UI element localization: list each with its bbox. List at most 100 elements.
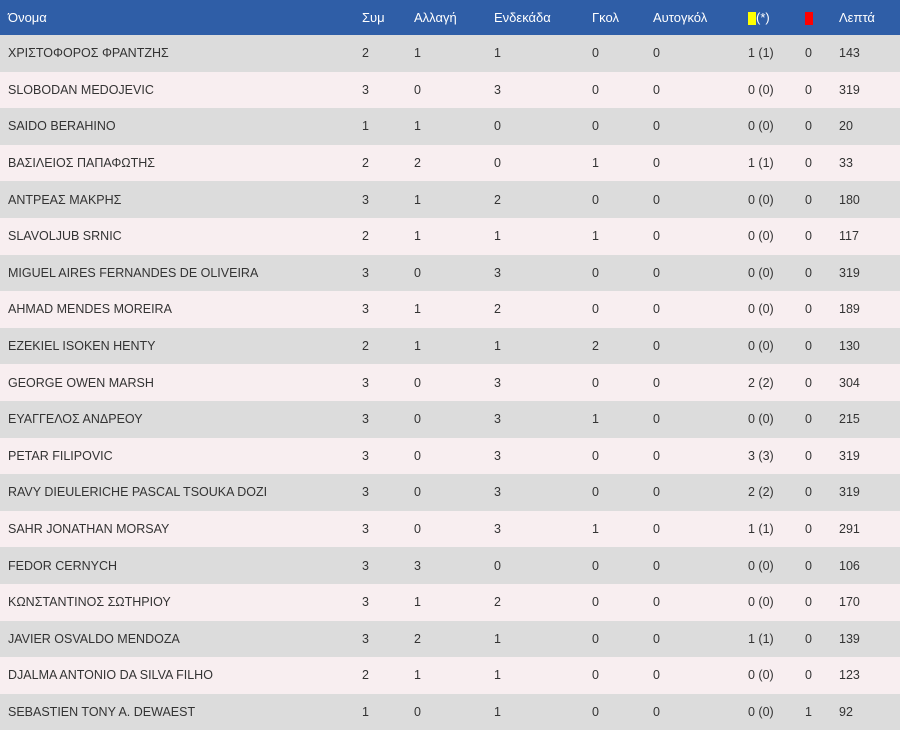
own-goals-cell: 0 [653, 412, 660, 427]
apps-cell: 3 [362, 412, 369, 427]
table-row: RAVY DIEULERICHE PASCAL TSOUKA DOZI 3 0 3 0 0… [0, 474, 900, 511]
minutes-cell: 130 [839, 339, 860, 354]
table-row: SLAVOLJUB SRNIC 2 1 1 1 0 0 (0) 0 117 [0, 217, 900, 255]
red-cards-cell: 0 [805, 156, 812, 171]
goals-cell: 1 [592, 522, 599, 537]
apps-cell: 3 [362, 375, 369, 390]
goals-cell: 0 [592, 558, 599, 573]
starts-cell: 3 [494, 265, 501, 280]
red-cards-cell: 0 [805, 595, 812, 610]
minutes-cell: 33 [839, 156, 853, 171]
starts-cell: 3 [494, 82, 501, 97]
apps-cell: 3 [362, 485, 369, 500]
player-name: ΑΝΤΡΕΑΣ ΜΑΚΡΗΣ [8, 192, 122, 207]
player-name: GEORGE OWEN MARSH [8, 375, 154, 390]
yellow-cards-cell: 1 (1) [748, 156, 774, 171]
player-name: JAVIER OSVALDO MENDOZA [8, 631, 180, 646]
minutes-cell: 304 [839, 375, 860, 390]
table-row: ΕΥΑΓΓΕΛΟΣ ΑΝΔΡΕΟΥ 3 0 3 1 0 0 (0) 0 215 [0, 400, 900, 438]
apps-cell: 2 [362, 229, 369, 244]
apps-cell: 3 [362, 82, 369, 97]
starts-cell: 2 [494, 595, 501, 610]
yellow-cards-cell: 0 (0) [748, 558, 774, 573]
header-name[interactable]: Όνομα [8, 10, 47, 25]
own-goals-cell: 0 [653, 375, 660, 390]
goals-cell: 0 [592, 265, 599, 280]
starts-cell: 0 [494, 558, 501, 573]
apps-cell: 2 [362, 156, 369, 171]
minutes-cell: 215 [839, 412, 860, 427]
own-goals-cell: 0 [653, 668, 660, 683]
header-starts[interactable]: Ενδεκάδα [494, 10, 551, 25]
goals-cell: 0 [592, 46, 599, 61]
table-row: SLOBODAN MEDOJEVIC 3 0 3 0 0 0 (0) 0 319 [0, 71, 900, 109]
goals-cell: 1 [592, 412, 599, 427]
minutes-cell: 92 [839, 704, 853, 719]
subs-cell: 1 [414, 595, 421, 610]
own-goals-cell: 0 [653, 192, 660, 207]
subs-cell: 1 [414, 229, 421, 244]
starts-cell: 3 [494, 522, 501, 537]
subs-cell: 1 [414, 46, 421, 61]
yellow-cards-cell: 1 (1) [748, 46, 774, 61]
header-own-goals[interactable]: Αυτογκόλ [653, 10, 708, 25]
table-row: EZEKIEL ISOKEN HENTY 2 1 1 2 0 0 (0) 0 130 [0, 327, 900, 365]
table-row: AHMAD MENDES MOREIRA 3 1 2 0 0 0 (0) 0 189 [0, 291, 900, 328]
starts-cell: 1 [494, 339, 501, 354]
own-goals-cell: 0 [653, 119, 660, 134]
apps-cell: 3 [362, 558, 369, 573]
apps-cell: 2 [362, 668, 369, 683]
minutes-cell: 123 [839, 668, 860, 683]
own-goals-cell: 0 [653, 265, 660, 280]
header-apps[interactable]: Συμ [362, 10, 385, 25]
goals-cell: 1 [592, 229, 599, 244]
minutes-cell: 319 [839, 82, 860, 97]
red-cards-cell: 0 [805, 46, 812, 61]
player-name: ΚΩΝΣΤΑΝΤΙΝΟΣ ΣΩΤΗΡΙΟΥ [8, 595, 171, 610]
yellow-cards-cell: 2 (2) [748, 375, 774, 390]
goals-cell: 0 [592, 631, 599, 646]
own-goals-cell: 0 [653, 448, 660, 463]
subs-cell: 0 [414, 704, 421, 719]
minutes-cell: 319 [839, 485, 860, 500]
apps-cell: 3 [362, 302, 369, 317]
starts-cell: 3 [494, 448, 501, 463]
apps-cell: 2 [362, 46, 369, 61]
red-cards-cell: 0 [805, 82, 812, 97]
red-cards-cell: 0 [805, 375, 812, 390]
own-goals-cell: 0 [653, 558, 660, 573]
minutes-cell: 139 [839, 631, 860, 646]
red-cards-cell: 0 [805, 339, 812, 354]
player-name: SLOBODAN MEDOJEVIC [8, 82, 154, 97]
player-name: ΕΥΑΓΓΕΛΟΣ ΑΝΔΡΕΟΥ [8, 412, 143, 427]
yellow-cards-cell: 1 (1) [748, 631, 774, 646]
header-minutes[interactable]: Λεπτά [839, 10, 875, 25]
starts-cell: 0 [494, 156, 501, 171]
yellow-cards-cell: 0 (0) [748, 412, 774, 427]
goals-cell: 0 [592, 82, 599, 97]
starts-cell: 1 [494, 668, 501, 683]
goals-cell: 0 [592, 302, 599, 317]
player-name: EZEKIEL ISOKEN HENTY [8, 339, 156, 354]
table-row: MIGUEL AIRES FERNANDES DE OLIVEIRA 3 0 3 0 0 0… [0, 254, 900, 292]
player-name: AHMAD MENDES MOREIRA [8, 302, 172, 317]
goals-cell: 0 [592, 375, 599, 390]
own-goals-cell: 0 [653, 229, 660, 244]
header-red-cards[interactable] [805, 0, 839, 35]
header-goals[interactable]: Γκολ [592, 10, 619, 25]
red-cards-cell: 0 [805, 485, 812, 500]
red-cards-cell: 0 [805, 119, 812, 134]
goals-cell: 0 [592, 119, 599, 134]
subs-cell: 0 [414, 82, 421, 97]
own-goals-cell: 0 [653, 595, 660, 610]
player-name: DJALMA ANTONIO DA SILVA FILHO [8, 668, 213, 683]
starts-cell: 2 [494, 192, 501, 207]
header-subs[interactable]: Αλλαγή [414, 10, 457, 25]
subs-cell: 2 [414, 156, 421, 171]
goals-cell: 0 [592, 668, 599, 683]
subs-cell: 1 [414, 668, 421, 683]
header-yellow-cards[interactable]: (*) [748, 0, 805, 35]
subs-cell: 1 [414, 192, 421, 207]
player-name: FEDOR CERNYCH [8, 558, 118, 573]
own-goals-cell: 0 [653, 339, 660, 354]
